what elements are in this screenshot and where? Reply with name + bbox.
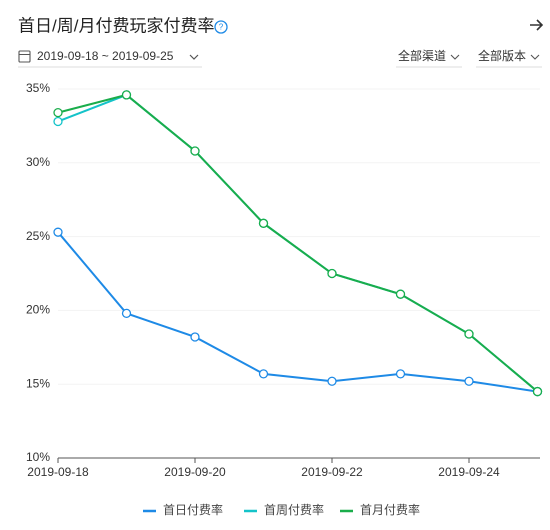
- version-filter[interactable]: 全部版本: [476, 48, 542, 68]
- point: [190, 332, 200, 342]
- x-tick-label: 2019-09-20: [164, 465, 226, 479]
- date-range: 2019-09-18 ~ 2019-09-25: [37, 49, 174, 63]
- point: [53, 116, 63, 127]
- help-icon[interactable]: ?: [214, 20, 228, 34]
- x-tick-label: 2019-09-18: [27, 465, 89, 479]
- x-tick-label: 2019-09-24: [438, 465, 500, 479]
- y-tick-label: 10%: [26, 450, 50, 464]
- date-picker[interactable]: 2019-09-18 ~ 2019-09-25: [18, 49, 202, 68]
- filter-label: 全部版本: [478, 48, 526, 63]
- channel-filter[interactable]: 全部渠道: [396, 48, 462, 68]
- point: [258, 218, 269, 228]
- y-tick-label: 30%: [26, 155, 50, 169]
- legend-label: 首日付费率: [163, 502, 223, 517]
- y-tick-label: 35%: [26, 81, 50, 95]
- point: [464, 376, 474, 386]
- y-tick-label: 25%: [26, 229, 50, 243]
- point: [121, 308, 132, 319]
- point: [258, 369, 269, 379]
- point: [395, 369, 406, 379]
- point: [190, 146, 200, 156]
- point: [121, 90, 132, 100]
- x-tick-label: 2019-09-22: [301, 465, 363, 479]
- point: [327, 268, 337, 279]
- y-tick-label: 20%: [26, 303, 50, 317]
- svg-text:?: ?: [219, 23, 224, 32]
- point: [53, 107, 63, 118]
- legend-label: 首月付费率: [360, 502, 420, 517]
- point: [532, 386, 543, 397]
- series-line: [57, 231, 538, 393]
- expand-arrow[interactable]: [530, 19, 544, 31]
- series-line: [57, 93, 539, 393]
- y-tick-label: 15%: [26, 376, 50, 390]
- point: [327, 376, 337, 386]
- point: [53, 227, 63, 237]
- legend-label: 首周付费率: [264, 502, 324, 517]
- point: [395, 289, 406, 299]
- series-line: [57, 93, 539, 393]
- title: 首日/周/月付费玩家付费率: [18, 16, 214, 35]
- point: [464, 329, 474, 339]
- filter-label: 全部渠道: [398, 48, 446, 63]
